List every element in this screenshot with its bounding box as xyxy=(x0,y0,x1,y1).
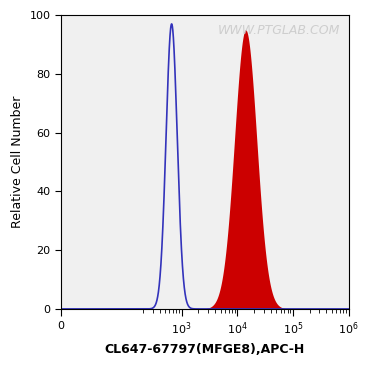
X-axis label: CL647-67797(MFGE8),APC-H: CL647-67797(MFGE8),APC-H xyxy=(105,343,305,356)
Text: WWW.PTGLAB.COM: WWW.PTGLAB.COM xyxy=(218,24,340,37)
Y-axis label: Relative Cell Number: Relative Cell Number xyxy=(11,96,24,228)
